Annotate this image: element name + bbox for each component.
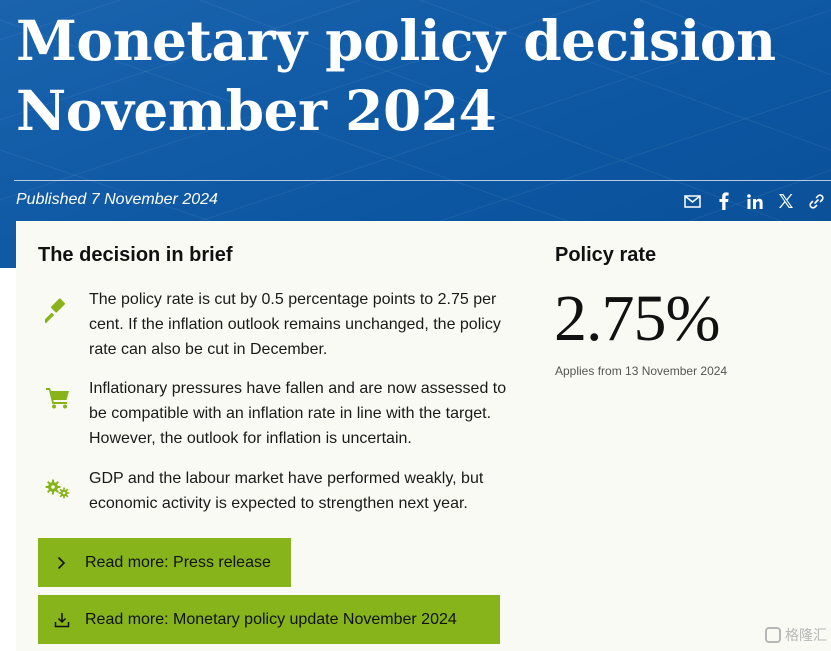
policy-rate-applies-note: Applies from 13 November 2024 (555, 364, 728, 378)
download-icon (38, 612, 85, 628)
chevron-right-icon (38, 556, 85, 570)
monetary-policy-update-button[interactable]: Read more: Monetary policy update Novemb… (38, 595, 500, 644)
link-icon[interactable] (808, 191, 825, 211)
linkedin-icon[interactable] (746, 191, 763, 211)
share-bar (684, 191, 825, 211)
watermark: 格隆汇 (765, 625, 827, 645)
published-date: Published 7 November 2024 (16, 191, 218, 208)
decision-card: The decision in brief The policy rate is… (16, 221, 831, 651)
x-icon[interactable] (777, 191, 794, 211)
watermark-logo-icon (765, 627, 781, 643)
decision-brief-title: The decision in brief (38, 244, 233, 266)
policy-rate-title: Policy rate (555, 244, 657, 266)
email-icon[interactable] (684, 191, 701, 211)
brief-item-text: The policy rate is cut by 0.5 percentage… (89, 291, 501, 358)
header-background-pattern (0, 0, 831, 268)
watermark-text: 格隆汇 (785, 627, 827, 643)
facebook-icon[interactable] (715, 191, 732, 211)
press-release-button-label: Read more: Press release (85, 553, 271, 571)
shopping-cart-icon (38, 383, 78, 413)
policy-rate-value: 2.75% (554, 282, 720, 355)
page-title: Monetary policy decision November 2024 (16, 8, 776, 143)
gavel-icon (38, 295, 78, 325)
brief-item-text: GDP and the labour market have performed… (89, 470, 484, 512)
header-divider (14, 180, 831, 181)
brief-item-text: Inflationary pressures have fallen and a… (89, 380, 507, 447)
gears-icon (38, 474, 78, 504)
press-release-button[interactable]: Read more: Press release (38, 538, 291, 587)
monetary-policy-update-button-label: Read more: Monetary policy update Novemb… (85, 610, 457, 628)
